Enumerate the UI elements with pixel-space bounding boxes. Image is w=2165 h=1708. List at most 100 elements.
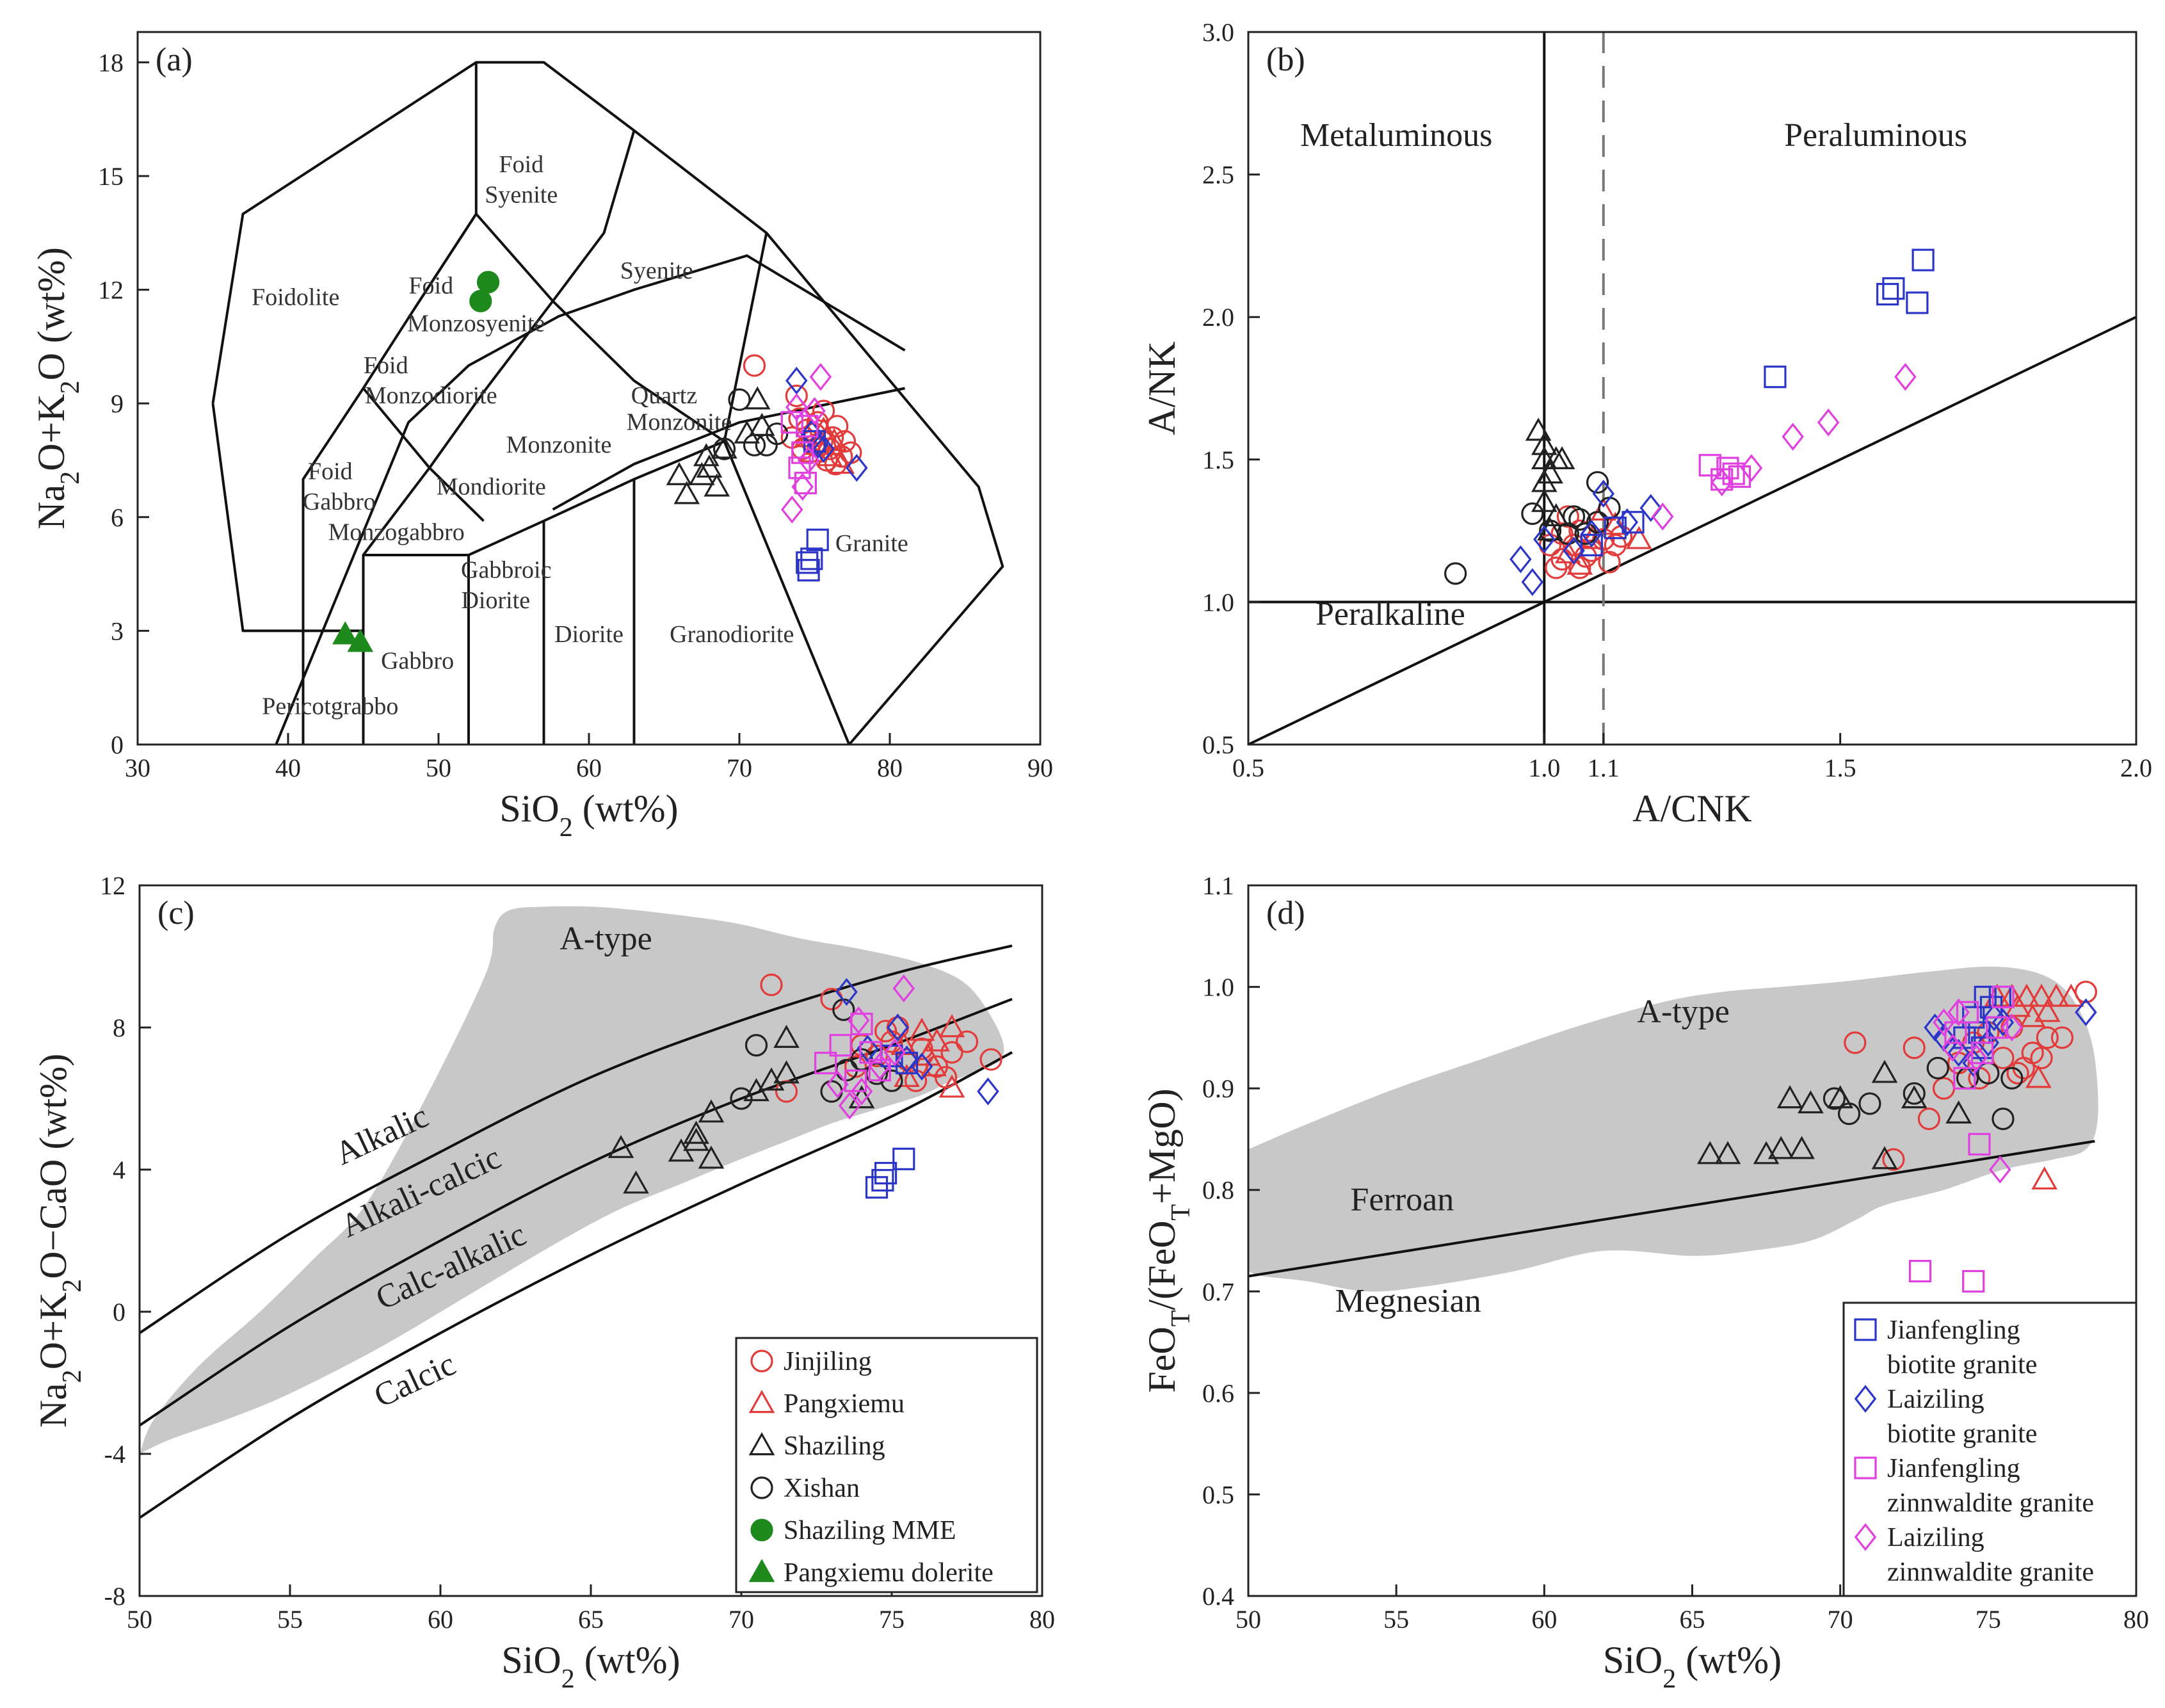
y-tick-label-c: 0 [113,1298,125,1326]
x-tick-label-d: 55 [1383,1605,1409,1634]
tas-field-label: Foid [308,458,353,485]
x-axis-title-c: SiO2 (wt%) [501,1639,680,1694]
legend-marker-c [750,1349,773,1373]
marker-d [1953,1067,1976,1090]
marker-b [1509,545,1532,574]
tas-field-label: Gabbroic [461,557,551,584]
x-tick-label-c: 55 [277,1605,303,1634]
marker-c [924,1028,950,1052]
marker-a [785,384,808,407]
y-tick-label-b: 2.0 [1202,303,1234,332]
legend-label-d: biotite granite [1887,1350,2037,1380]
marker-a [828,451,855,474]
y-tick-label-d: 0.5 [1202,1480,1234,1509]
tas-field-label: Gabbro [381,648,454,675]
marker-a [806,431,829,460]
marker-d [1968,1132,1991,1156]
tas-field-label: Granite [835,530,908,557]
marker-a [696,454,723,478]
marker-b [1817,408,1840,437]
marker-b [1550,522,1573,545]
x-tick-label-a: 70 [727,753,752,782]
marker-c [773,1060,800,1084]
x-tick-label-c: 70 [728,1605,754,1634]
marker-c [883,1038,906,1067]
marker-a [711,435,737,459]
marker-c [940,1041,963,1064]
y-tick-label-d: 0.4 [1202,1582,1234,1611]
marker-b [1580,533,1603,556]
marker-c [773,1024,800,1048]
tas-field-boundary [362,300,554,556]
marker-b [1581,519,1603,548]
marker-b [1556,505,1579,528]
marker-d [1776,1085,1803,1109]
marker-d [1696,1141,1723,1164]
marker-c [698,1099,725,1123]
legend-marker-c [748,1390,775,1414]
marker-c [775,1080,798,1103]
marker-d [2000,1067,2024,1090]
y-tick-label-d: 1.0 [1202,973,1234,1002]
tas-field-boundary [428,467,485,522]
region-label-d: A-type [1637,994,1729,1030]
x-tick-label-b: 2.0 [2120,753,2152,782]
marker-c [850,1077,873,1106]
x-tick-label-d: 75 [1976,1605,2001,1634]
tas-field-label: Diorite [554,621,624,648]
region-label-b: Peralkaline [1316,596,1465,632]
legend-label-c: Pangxiemu [784,1389,905,1419]
legend-label-d: Jianfengling [1887,1454,2020,1483]
marker-d [2043,983,2070,1007]
legend-label-d: zinnwaldite granite [1887,1558,2094,1587]
y-tick-label-a: 12 [98,276,124,305]
marker-a [812,435,835,463]
marker-c [938,1014,965,1038]
marker-d [2031,1166,2058,1190]
marker-a [476,271,500,294]
legend-label-c: Shaziling MME [784,1516,956,1545]
x-tick-label-a: 90 [1027,753,1053,782]
marker-b [1586,511,1609,534]
x-tick-label-d: 80 [2123,1605,2149,1634]
x-axis-title-d: SiO2 (wt%) [1603,1639,1782,1694]
marker-d [1858,1092,1881,1115]
marker-c [979,1048,1002,1071]
marker-b [1740,454,1763,482]
marker-b [1543,503,1570,527]
y-tick-label-c: 8 [113,1013,125,1042]
marker-b [1722,462,1745,485]
marker-b [1710,468,1733,497]
marker-c [814,1051,837,1075]
marker-d [1989,1156,2011,1184]
x-tick-label-b: 0.5 [1232,753,1264,782]
marker-b [1698,454,1721,477]
x-tick-label-a: 80 [877,753,903,782]
marker-b [1521,502,1544,525]
marker-d [1942,1033,1964,1062]
marker-b [1590,497,1617,521]
marker-b [1574,522,1597,545]
x-tick-label-a: 50 [426,753,451,782]
marker-d [1965,1043,1988,1072]
legend-box-d [1842,1301,2137,1597]
legend-marker-c [750,1519,773,1542]
marker-d [2006,1061,2029,1084]
legend-label-d: zinnwaldite granite [1887,1488,2094,1518]
legend-label-c: Shaziling [784,1431,885,1461]
marker-c [835,978,858,1006]
x-tick-label-b: 1.5 [1824,753,1856,782]
marker-b [1563,536,1585,565]
marker-c [892,974,915,1003]
tas-field-label: Monzogabbro [328,519,465,545]
marker-d [1789,1136,1815,1159]
marker-c [848,1006,870,1035]
marker-c [829,1034,852,1057]
marker-c [892,1147,915,1170]
marker-a [744,386,771,410]
marker-d [1903,1036,1926,1059]
marker-d [1714,1141,1741,1164]
marker-c [955,1030,979,1053]
x-tick-label-d: 60 [1531,1605,1557,1634]
y-tick-label-c: -8 [104,1582,125,1611]
